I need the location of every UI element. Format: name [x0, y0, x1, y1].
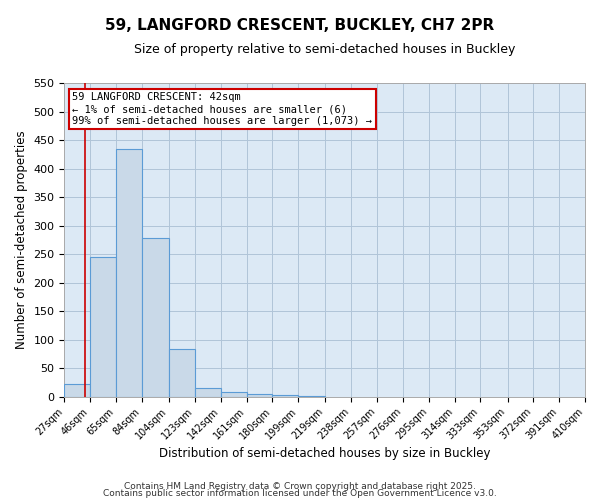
Bar [90, 257, 116, 396]
Text: 59 LANGFORD CRESCENT: 42sqm
← 1% of semi-detached houses are smaller (6)
99% of : 59 LANGFORD CRESCENT: 42sqm ← 1% of semi… [72, 92, 372, 126]
Text: Contains public sector information licensed under the Open Government Licence v3: Contains public sector information licen… [103, 490, 497, 498]
Text: Contains HM Land Registry data © Crown copyright and database right 2025.: Contains HM Land Registry data © Crown c… [124, 482, 476, 491]
Bar [195, 388, 221, 396]
Bar [221, 392, 247, 396]
Bar [64, 384, 90, 396]
Bar [142, 238, 169, 396]
Bar [247, 394, 272, 396]
Bar [169, 349, 195, 397]
Y-axis label: Number of semi-detached properties: Number of semi-detached properties [15, 130, 28, 349]
Bar [116, 148, 142, 396]
Title: Size of property relative to semi-detached houses in Buckley: Size of property relative to semi-detach… [134, 42, 515, 56]
Text: 59, LANGFORD CRESCENT, BUCKLEY, CH7 2PR: 59, LANGFORD CRESCENT, BUCKLEY, CH7 2PR [106, 18, 494, 32]
X-axis label: Distribution of semi-detached houses by size in Buckley: Distribution of semi-detached houses by … [159, 447, 490, 460]
Bar [272, 395, 298, 396]
